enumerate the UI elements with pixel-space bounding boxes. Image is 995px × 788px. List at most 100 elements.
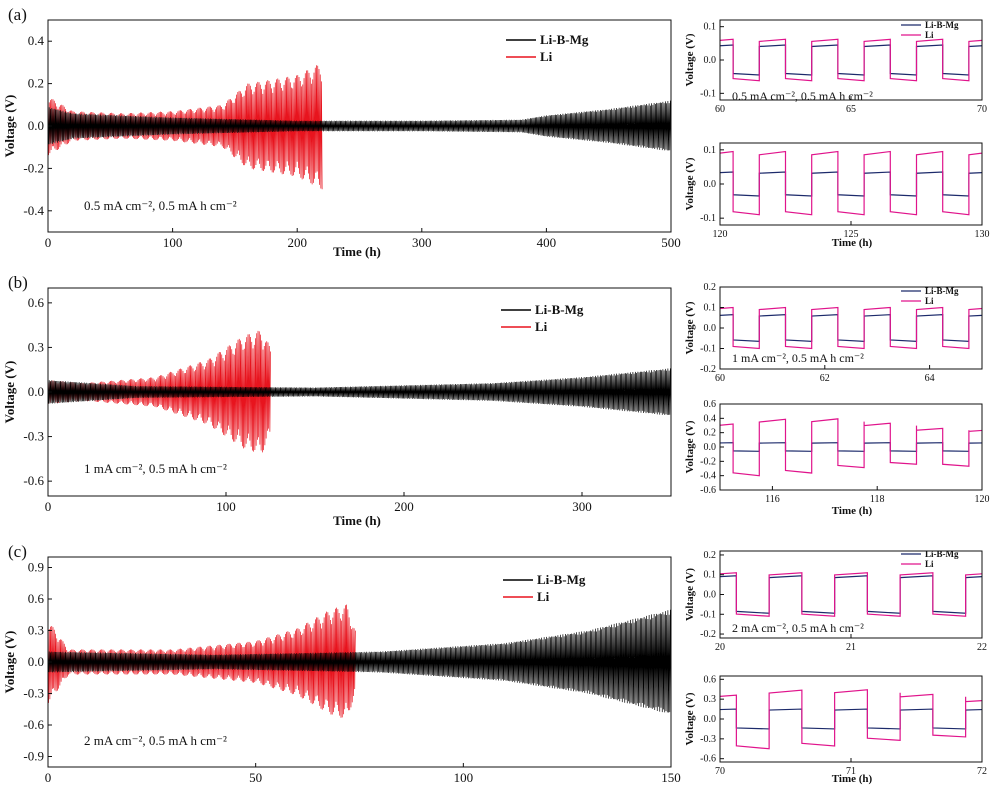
y-tick-label: -0.6: [23, 717, 44, 732]
y-tick-label: 0.0: [28, 384, 44, 399]
plot-area: [48, 65, 671, 190]
y-tick-label: 0.0: [28, 654, 44, 669]
y-tick-label: 0.3: [28, 623, 44, 638]
x-tick-label: 60: [715, 104, 725, 115]
condition-annotation: 2 mA cm⁻², 0.5 mA h cm⁻²: [732, 621, 864, 635]
chart-c-inset-2: 70 71 72 -0.6 -0.3 0.0 0.3 0.6 Voltage (V) Time (…: [684, 674, 987, 785]
y-tick-label: -0.9: [23, 749, 44, 764]
y-tick-label: 0.3: [28, 339, 44, 354]
y-tick-label: -0.2: [23, 160, 44, 175]
series-libmg-line: [48, 609, 671, 714]
y-tick-label: 0.0: [704, 55, 717, 66]
y-tick-label: -0.3: [700, 734, 716, 745]
x-tick-label: 21: [846, 642, 856, 653]
y-tick-label: 0.3: [704, 694, 717, 705]
series-libmg-line: [720, 575, 982, 614]
legend-entry: Li: [925, 296, 934, 306]
x-tick-label: 71: [846, 766, 856, 777]
y-tick-label: 0.2: [704, 550, 717, 561]
y-tick-label: 0.2: [28, 76, 44, 91]
series-li-line: [720, 418, 982, 477]
x-tick-label: 65: [846, 104, 856, 115]
legend-entry: Li-B-Mg: [925, 20, 959, 30]
y-tick-label: 0.6: [28, 591, 45, 606]
axes-frame: [719, 675, 983, 763]
plot-area: [720, 572, 982, 617]
y-tick-label: -0.6: [700, 754, 716, 765]
y-axis-title: Voltage (V): [2, 95, 17, 158]
y-tick-label: -0.2: [700, 456, 716, 467]
x-tick-label: 120: [975, 494, 990, 505]
condition-annotation: 1 mA cm⁻², 0.5 mA h cm⁻²: [732, 351, 864, 365]
plot-area: [48, 604, 671, 718]
x-tick-label: 118: [870, 494, 885, 505]
x-tick-label: 72: [977, 766, 987, 777]
y-tick-label: -0.3: [23, 686, 44, 701]
y-tick-label: -0.1: [700, 88, 716, 99]
plot-area: [48, 330, 671, 453]
y-tick-label: -0.2: [700, 364, 716, 375]
y-tick-label: 0.6: [28, 295, 45, 310]
condition-annotation: 0.5 mA cm⁻², 0.5 mA h cm⁻²: [732, 89, 873, 103]
y-tick-label: 0.4: [704, 413, 717, 424]
x-tick-label: 500: [661, 235, 681, 250]
series-li-line: [720, 689, 982, 750]
plot-area: [720, 306, 982, 350]
y-tick-label: -0.4: [700, 471, 716, 482]
panel-label: (b): [8, 273, 28, 292]
x-axis-title: Time (h): [832, 237, 873, 249]
y-tick-label: 0.0: [704, 442, 717, 453]
y-tick-label: 0.9: [28, 560, 44, 575]
x-tick-label: 116: [765, 494, 780, 505]
y-tick-label: 0.0: [704, 179, 717, 190]
x-tick-label: 150: [661, 770, 681, 785]
y-tick-label: 0.0: [704, 590, 717, 601]
x-tick-label: 200: [287, 235, 307, 250]
y-axis-title: Voltage (V): [2, 631, 17, 694]
legend-entry: Li: [925, 559, 934, 569]
legend-entry: Li-B-Mg: [535, 302, 584, 317]
y-axis-title: Voltage (V): [2, 361, 17, 424]
x-axis-title: Time (h): [832, 505, 873, 517]
y-tick-label: -0.6: [700, 485, 716, 496]
legend-entry: Li-B-Mg: [540, 32, 589, 47]
plot-area: [720, 689, 982, 750]
chart-b-inset-1: 60 62 64 -0.2 -0.1 0.0 0.1 0.2 Voltage (V) 1 mA c…: [684, 282, 983, 384]
y-tick-label: -0.1: [700, 609, 716, 620]
x-tick-label: 400: [537, 235, 557, 250]
series-libmg-line: [720, 708, 982, 730]
plot-area: [720, 418, 982, 477]
y-tick-label: 0.1: [704, 303, 717, 314]
y-tick-label: 0.1: [704, 22, 717, 33]
series-libmg-line: [48, 100, 671, 152]
x-tick-label: 0: [45, 499, 52, 514]
series-li-line: [720, 150, 982, 216]
y-tick-label: -0.2: [700, 629, 716, 640]
legend-entry: Li-B-Mg: [537, 572, 586, 587]
series-li-line: [48, 604, 356, 718]
chart-a-inset-1: 60 65 70 -0.1 0.0 0.1 Voltage (V) 0.5 mA cm⁻², …: [684, 19, 987, 115]
x-tick-label: 20: [715, 642, 725, 653]
x-tick-label: 50: [249, 770, 262, 785]
series-libmg-line: [720, 314, 982, 342]
panel-label: (a): [8, 5, 27, 24]
x-tick-label: 100: [163, 235, 183, 250]
y-tick-label: 0.2: [704, 282, 717, 293]
x-tick-label: 0: [45, 235, 52, 250]
y-tick-label: 0.2: [704, 428, 717, 439]
x-tick-label: 300: [412, 235, 432, 250]
y-axis-title: Voltage (V): [684, 568, 696, 621]
series-li-line: [720, 306, 982, 350]
series-libmg-line: [48, 368, 671, 416]
legend-entry: Li: [925, 30, 934, 40]
series-li-line: [720, 38, 982, 82]
x-tick-label: 200: [394, 499, 414, 514]
legend-entry: Li: [537, 589, 550, 604]
series-libmg-line: [720, 44, 982, 76]
panel-label: (c): [8, 542, 27, 561]
y-tick-label: -0.6: [23, 473, 44, 488]
x-tick-label: 70: [715, 766, 725, 777]
legend-entry: Li: [535, 319, 548, 334]
y-tick-label: 0.4: [28, 33, 45, 48]
